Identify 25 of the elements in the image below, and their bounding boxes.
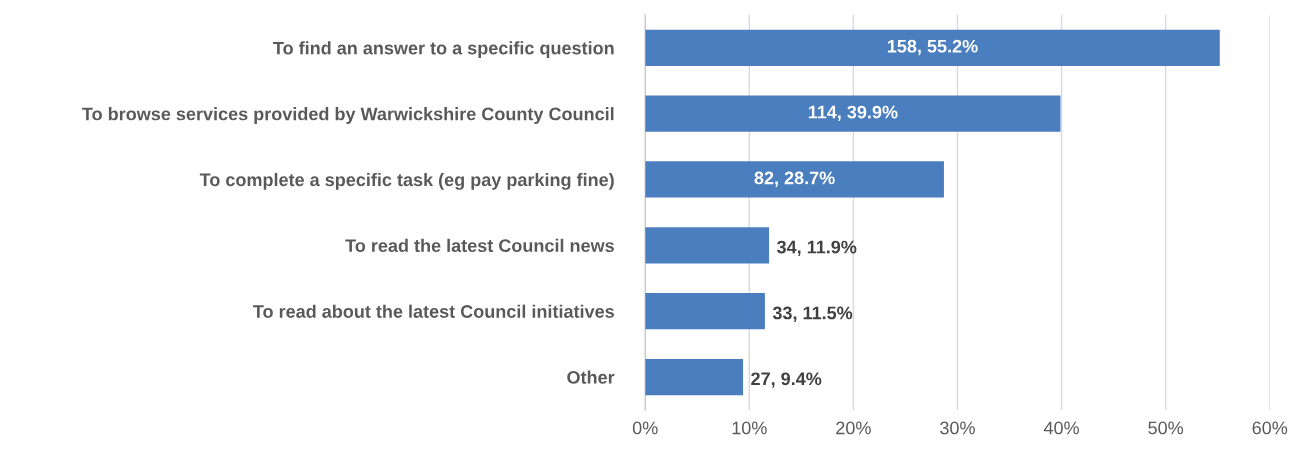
y-tick-label: To complete a specific task (eg pay parking fine) — [199, 172, 614, 190]
y-tick-label: To read the latest Council news — [345, 238, 614, 253]
bar — [645, 293, 765, 330]
y-tick-label: To read about the latest Council initiatives — [253, 304, 614, 318]
bar — [645, 95, 1061, 132]
data-label: 33, 11.5% — [772, 306, 853, 322]
data-label: 114, 39.9% — [808, 105, 898, 122]
x-tick-label: 50% — [1148, 421, 1184, 435]
x-tick-label: 0% — [632, 421, 658, 435]
bar — [645, 358, 744, 396]
y-tick-label: To find an answer to a specific question — [273, 41, 614, 59]
data-label: 82, 28.7% — [754, 171, 835, 187]
bar — [645, 29, 1220, 66]
bar — [645, 227, 770, 264]
x-tick-label: 30% — [940, 421, 975, 435]
y-tick-label: Other — [567, 370, 615, 384]
x-tick-label: 40% — [1043, 421, 1079, 435]
bar — [645, 161, 944, 198]
x-tick-label: 60% — [1252, 421, 1288, 435]
y-tick-label: To browse services provided by Warwickshire County Council — [82, 107, 614, 124]
data-label: 158, 55.2% — [887, 39, 978, 56]
data-label: 34, 11.9% — [776, 240, 857, 257]
x-tick-label: 20% — [836, 421, 871, 435]
data-label: 27, 9.4% — [751, 372, 822, 388]
x-tick-label: 10% — [732, 421, 767, 435]
